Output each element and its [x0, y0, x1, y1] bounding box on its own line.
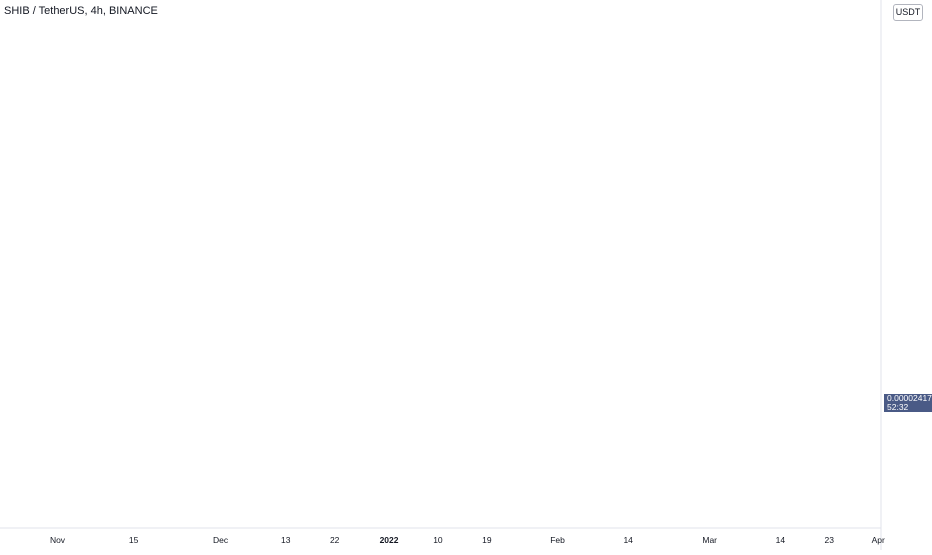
last-price-label: 0.00002417 52:32	[884, 394, 932, 412]
time-tick-label: 14	[776, 535, 786, 545]
chart-title: SHIB / TetherUS, 4h, BINANCE	[4, 5, 158, 17]
time-tick-label: 14	[623, 535, 633, 545]
time-tick-label: 19	[482, 535, 492, 545]
bar-countdown: 52:32	[887, 402, 909, 412]
time-tick-label: Mar	[702, 535, 717, 545]
time-tick-label: Nov	[50, 535, 66, 545]
time-tick-label: Feb	[550, 535, 565, 545]
currency-unit-badge[interactable]: USDT	[893, 4, 923, 21]
time-tick-label: Dec	[213, 535, 229, 545]
time-tick-label: 2022	[380, 535, 399, 545]
time-tick-label: 22	[330, 535, 340, 545]
time-tick-label: 15	[129, 535, 139, 545]
time-tick-label: Apr	[872, 535, 885, 545]
time-tick-label: 10	[433, 535, 443, 545]
time-tick-label: 23	[825, 535, 835, 545]
last-price-value: 0.00002417	[887, 393, 932, 403]
time-tick-label: 13	[281, 535, 291, 545]
